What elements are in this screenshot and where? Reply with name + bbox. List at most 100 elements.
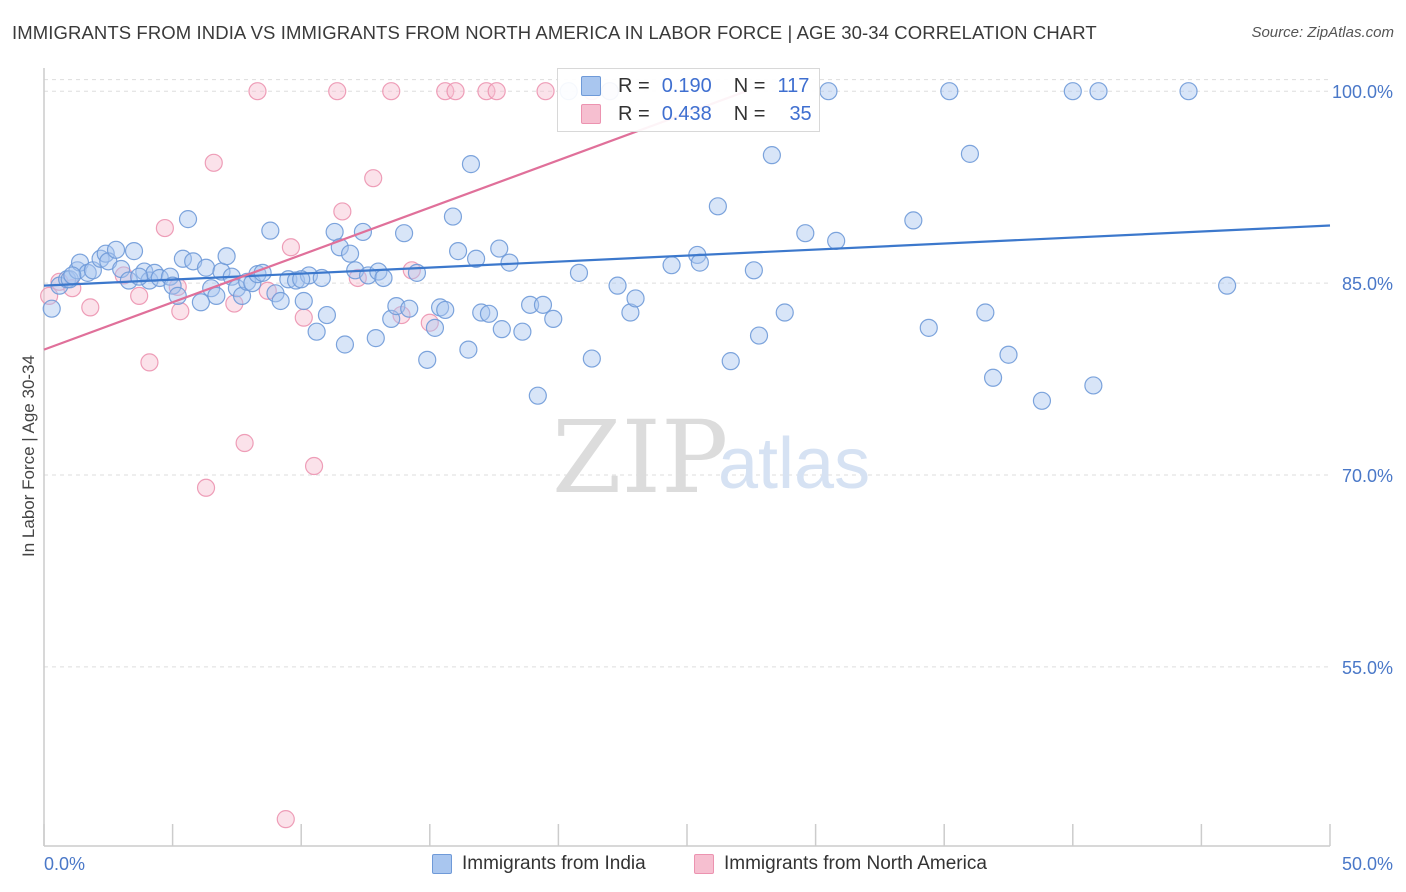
north-america-point (328, 82, 347, 101)
watermark-atlas: atlas (718, 424, 870, 504)
north-america-point (281, 238, 301, 257)
north-america-point (402, 261, 421, 280)
north-america-points (40, 82, 619, 829)
india-point (999, 345, 1018, 364)
india-point (775, 303, 794, 322)
india-point (472, 303, 491, 322)
bottom-legend-india: Immigrants from India (432, 851, 646, 877)
north-america-point (276, 810, 295, 829)
india-point (294, 291, 313, 311)
india-point (940, 82, 959, 101)
north-america-point (204, 153, 223, 172)
india-point (459, 340, 478, 359)
india-point (479, 304, 499, 323)
india-point (63, 266, 82, 285)
bottom-legend-swatch-north-america (694, 854, 714, 874)
india-point (196, 258, 216, 277)
india-point (106, 240, 126, 259)
india-trend-line (43, 224, 1331, 287)
india-point (448, 242, 468, 261)
india-point (173, 249, 192, 268)
india-point (621, 303, 640, 322)
india-point (626, 289, 645, 308)
india-point (569, 263, 589, 282)
legend-r-label: R = (618, 74, 650, 97)
india-point (232, 286, 252, 305)
india-point (418, 350, 437, 369)
north-america-point (196, 478, 216, 497)
x-tick-label-min: 0.0% (44, 854, 85, 874)
north-america-point (382, 82, 401, 101)
india-point (78, 263, 97, 282)
india-point (1063, 82, 1082, 101)
bottom-legend-swatch-india (432, 854, 452, 874)
india-point (374, 268, 393, 288)
trend-lines (43, 90, 1331, 351)
india-point (827, 231, 846, 250)
india-point (762, 146, 781, 165)
legend-r-value: 0.190 (661, 74, 712, 97)
india-point (796, 224, 815, 243)
north-america-point (248, 82, 267, 101)
source-credit: Source: ZipAtlas.com (1251, 24, 1394, 41)
legend-r-value: 0.438 (661, 102, 712, 125)
india-point (744, 261, 763, 280)
north-america-point (171, 302, 190, 321)
india-point (271, 291, 290, 311)
chart-title: IMMIGRANTS FROM INDIA VS IMMIGRANTS FROM… (12, 22, 1097, 43)
north-america-point (155, 218, 174, 238)
y-tick-label: 55.0% (1342, 658, 1393, 678)
legend-n-label: N = (733, 102, 766, 125)
india-point (721, 352, 740, 371)
y-axis-label: In Labor Force | Age 30-34 (19, 355, 38, 557)
india-point (394, 224, 414, 243)
bottom-legend-label-india: Immigrants from India (462, 853, 646, 874)
north-america-point (235, 433, 254, 453)
india-point (904, 211, 923, 230)
grid-layer: 55.0% 70.0% 85.0% 100.0% (44, 79, 1393, 678)
india-point (513, 322, 532, 341)
north-america-point (436, 82, 455, 101)
north-america-point (130, 286, 149, 305)
bottom-legend-label-north-america: Immigrants from North America (724, 853, 987, 874)
north-america-point (140, 353, 159, 372)
india-point (1218, 276, 1237, 295)
north-america-point (364, 169, 383, 188)
india-point (708, 197, 727, 216)
y-tick-label: 100.0% (1332, 82, 1393, 102)
legend-n-value: 117 (777, 74, 810, 97)
india-point (919, 318, 938, 337)
india-point (1089, 82, 1108, 101)
india-point (983, 368, 1003, 387)
axis-layer (43, 68, 1331, 847)
india-point (608, 276, 627, 295)
india-point (443, 207, 463, 226)
north-america-point (225, 294, 244, 313)
india-point (168, 286, 187, 305)
y-tick-label: 70.0% (1342, 466, 1393, 486)
india-point (430, 298, 450, 317)
india-point (528, 386, 547, 405)
north-america-point (294, 308, 313, 327)
india-point (690, 253, 709, 272)
india-point (130, 267, 149, 286)
north-america-point (487, 82, 506, 101)
legend-n-label: N = (733, 74, 766, 97)
north-america-point (536, 82, 555, 101)
india-point (466, 249, 486, 268)
india-point (490, 239, 509, 258)
india-point (533, 295, 553, 314)
india-point (819, 82, 838, 101)
legend-swatch-india (581, 76, 601, 96)
india-point (307, 322, 326, 341)
india-point (124, 242, 144, 261)
india-point (749, 326, 769, 345)
india-point (261, 221, 280, 240)
north-america-point (333, 202, 352, 221)
india-point (976, 303, 995, 322)
legend-n-value: 35 (789, 102, 812, 125)
india-point (317, 305, 337, 325)
north-america-point (446, 82, 465, 101)
north-america-point (420, 313, 439, 332)
